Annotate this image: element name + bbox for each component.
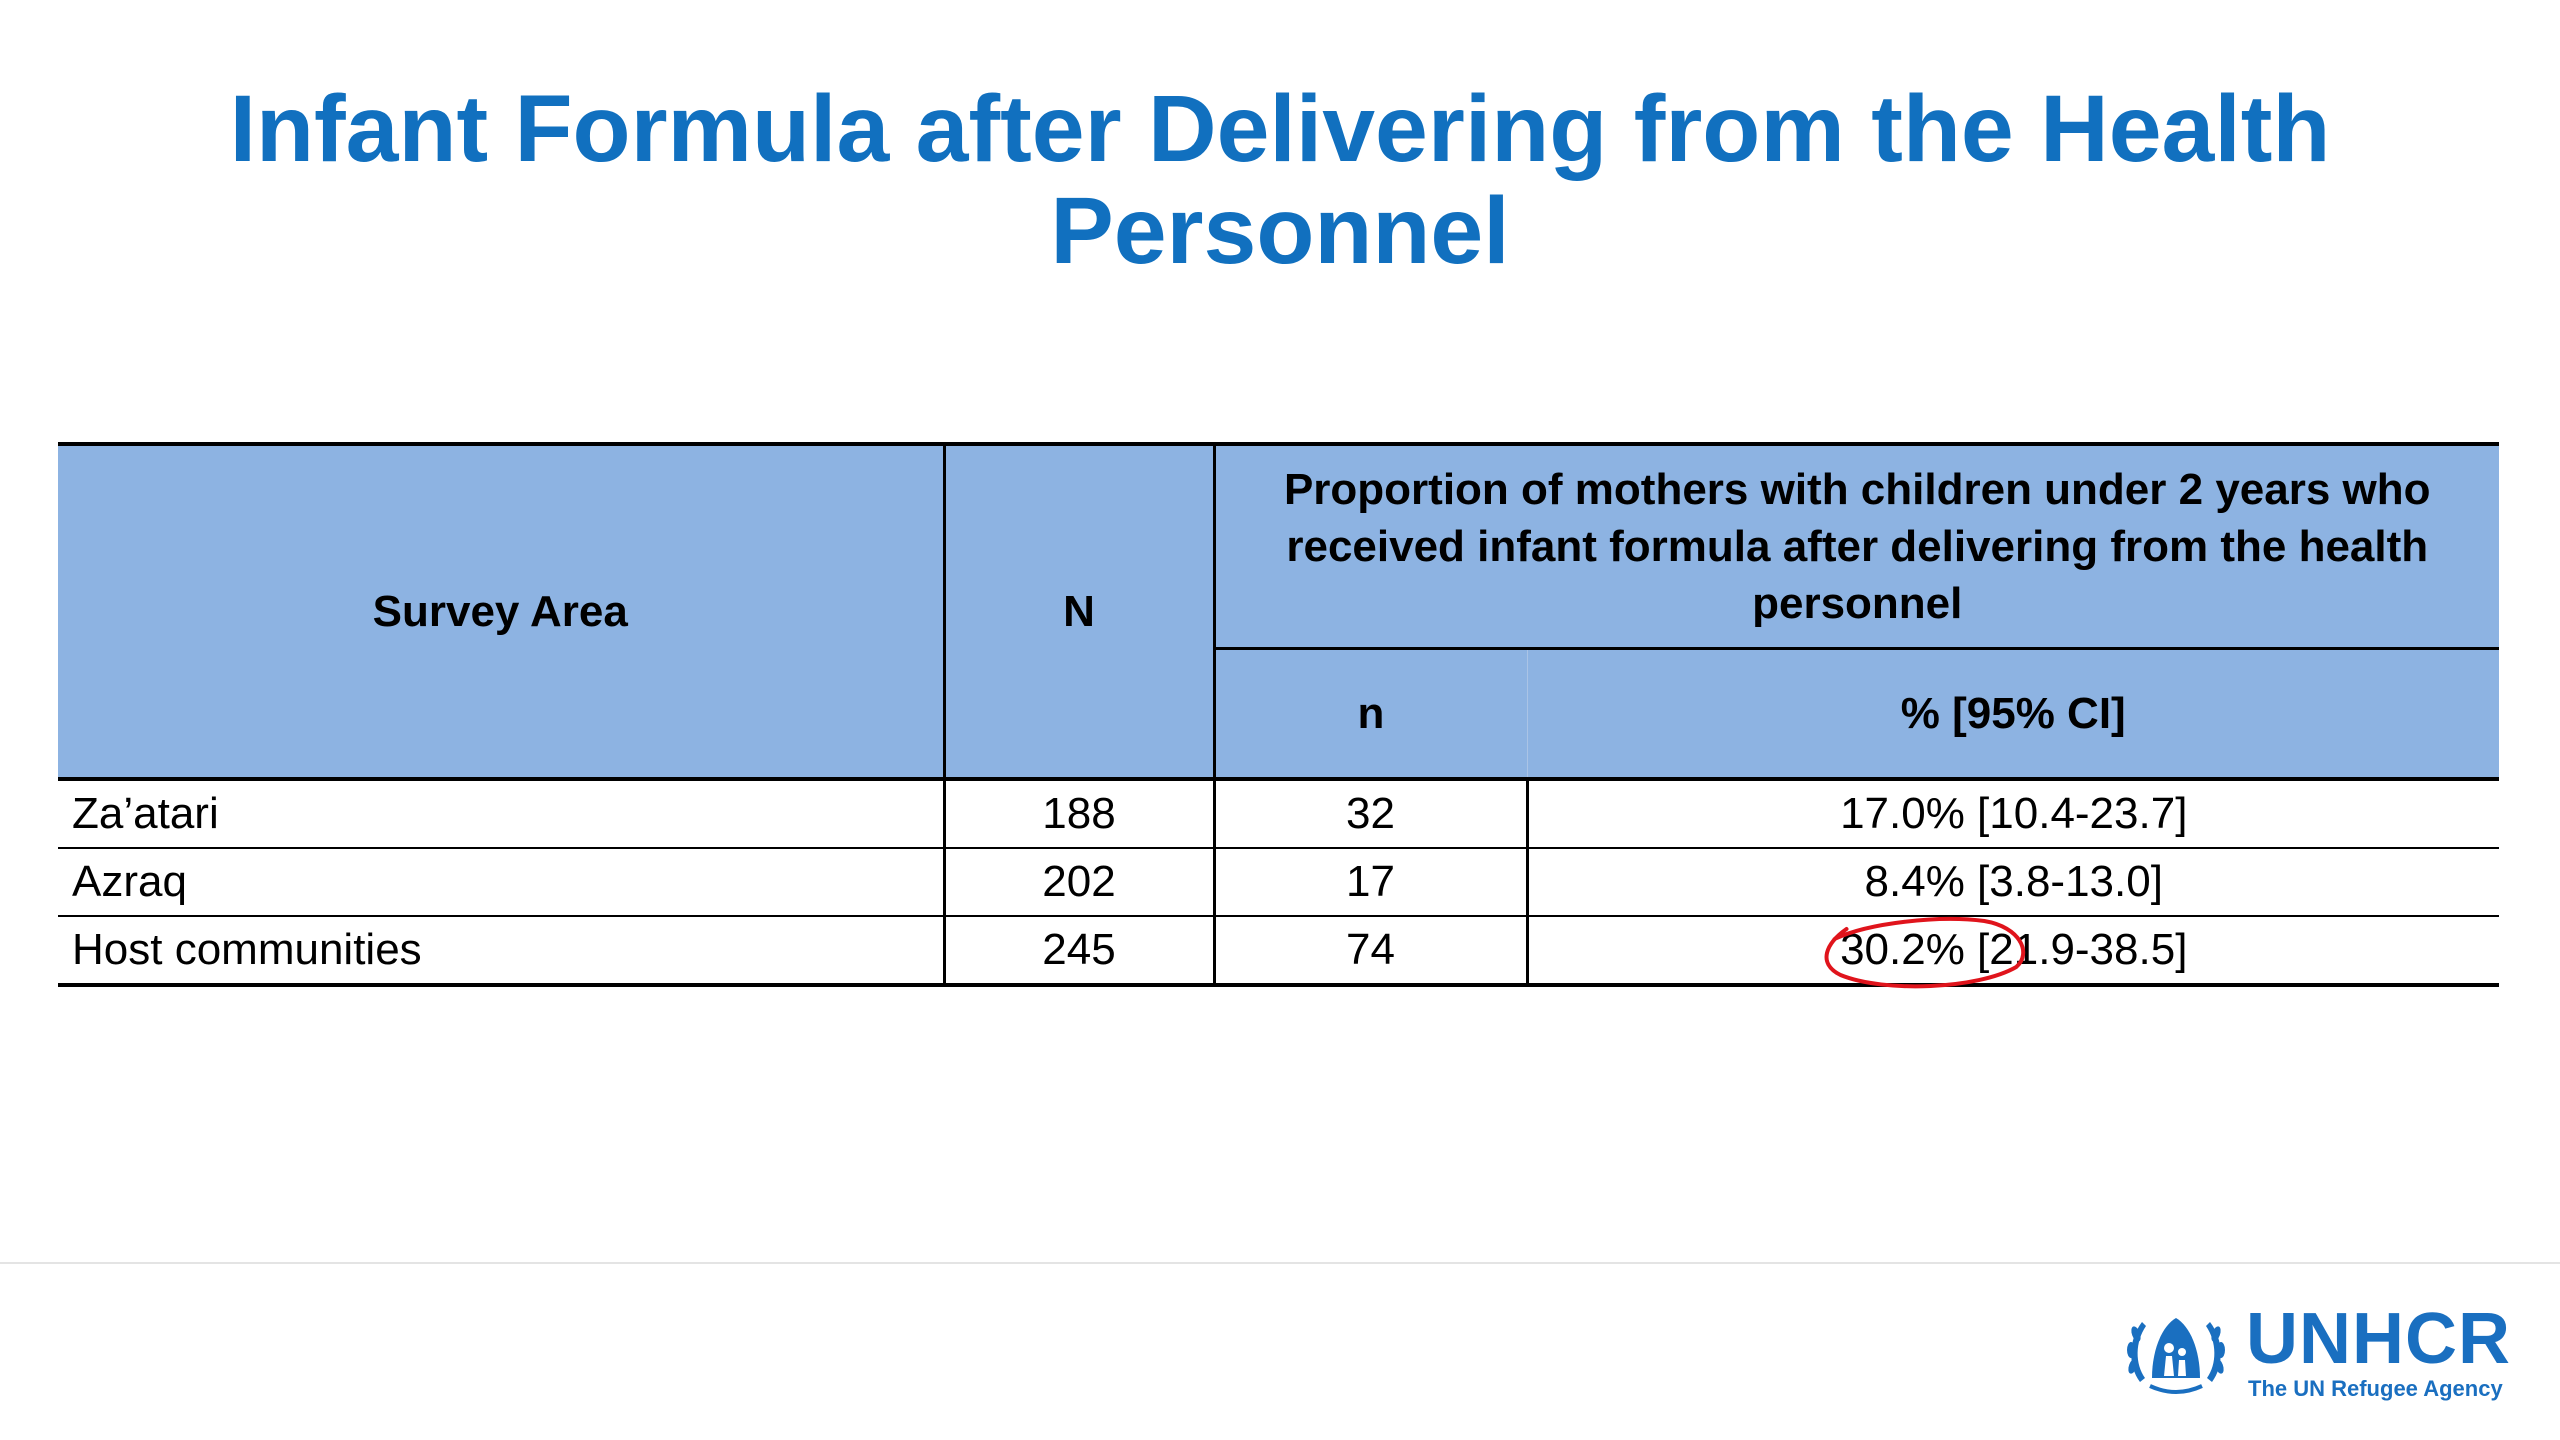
header-percent-ci: % [95% CI] — [1527, 648, 2499, 781]
cell-n: 74 — [1214, 916, 1529, 987]
header-survey-area: Survey Area — [58, 442, 946, 781]
cell-percent-ci: 17.0% [10.4-23.7] — [1527, 779, 2499, 849]
unhcr-wordmark: UNHCR — [2246, 1299, 2511, 1379]
header-proportion: Proportion of mothers with children unde… — [1212, 442, 2499, 650]
cell-N: 188 — [944, 779, 1216, 849]
cell-area: Za’atari — [58, 779, 946, 849]
cell-area: Azraq — [58, 848, 946, 917]
table-subheader-row: n % [95% CI] — [58, 648, 2499, 781]
cell-percent-ci-highlighted: 30.2% [21.9-38.5] — [1527, 916, 2499, 989]
unhcr-emblem-icon — [2127, 1318, 2225, 1394]
slide-title: Infant Formula after Delivering from the… — [0, 78, 2560, 282]
cell-area: Host communities — [58, 916, 946, 987]
unhcr-tagline: The UN Refugee Agency — [2248, 1376, 2503, 1401]
slide-title-line-2: Personnel — [1050, 178, 1510, 284]
table-header-row: Survey Area N Proportion of mothers with… — [58, 442, 2499, 781]
cell-n: 32 — [1214, 779, 1529, 849]
cell-N: 245 — [944, 916, 1216, 987]
header-n: n — [1214, 648, 1528, 781]
table-row: Za’atari 188 32 17.0% [10.4-23.7] — [58, 779, 2499, 849]
header-N: N — [944, 442, 1216, 781]
cell-percent-ci: 8.4% [3.8-13.0] — [1527, 848, 2499, 917]
cell-percent-ci-text: 30.2% [21.9-38.5] — [1840, 925, 2188, 974]
table-row: Azraq 202 17 8.4% [3.8-13.0] — [58, 848, 2499, 917]
results-table: Survey Area N Proportion of mothers with… — [58, 442, 2499, 989]
footer-divider — [0, 1262, 2560, 1264]
unhcr-logo: UNHCR The UN Refugee Agency — [2122, 1300, 2522, 1410]
cell-n: 17 — [1214, 848, 1529, 917]
slide-title-line-1: Infant Formula after Delivering from the… — [229, 76, 2331, 182]
table-row: Host communities 245 74 30.2% [21.9-38.5… — [58, 916, 2499, 989]
cell-N: 202 — [944, 848, 1216, 917]
